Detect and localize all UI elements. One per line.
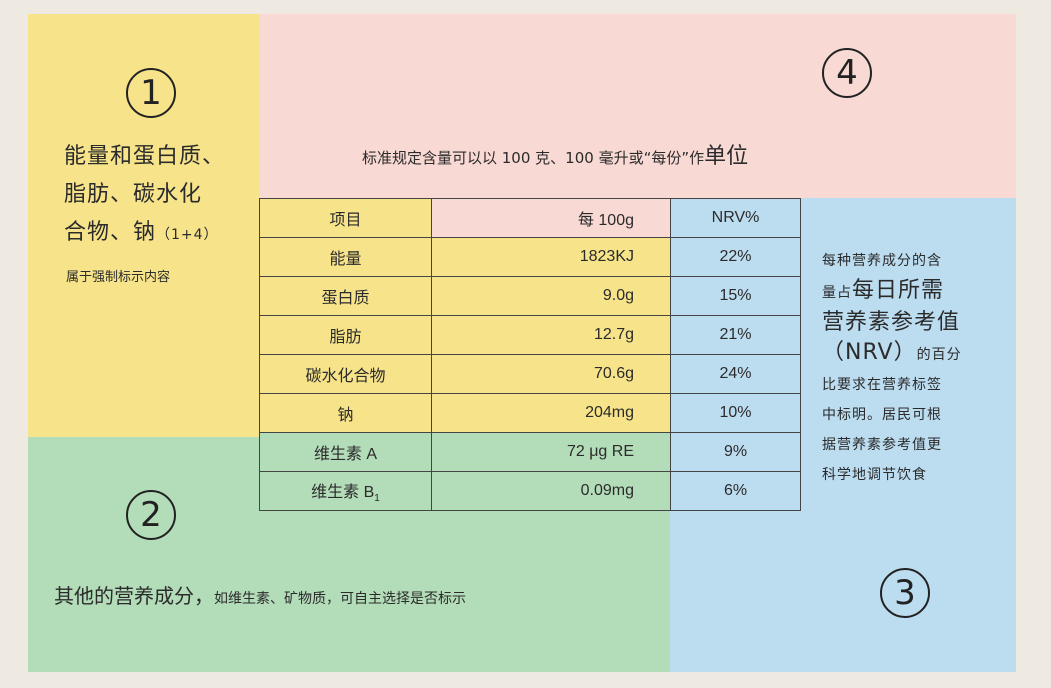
mandatory-line-3: 合物、钠（1+4）	[64, 214, 254, 254]
mandatory-note: 属于强制标示内容	[66, 270, 171, 285]
row-item: 维生素 A	[259, 432, 432, 472]
unit-text-big: 单位	[704, 144, 749, 169]
nrv-description: 每种营养成分的含 量占每日所需 营养素参考值 （NRV）的百分 比要求在营养标签…	[822, 246, 1002, 490]
row-nrv: 6%	[670, 471, 801, 511]
nrv-line-3: 营养素参考值	[822, 310, 961, 335]
optional-text-small: 如维生素、矿物质，可自主选择是否标示	[214, 591, 466, 607]
mandatory-line-3-small: （1+4）	[156, 227, 219, 243]
mandatory-description: 能量和蛋白质、 脂肪、碳水化 合物、钠（1+4）	[64, 138, 254, 254]
number-4-label: 4	[836, 53, 858, 93]
nrv-line-7: 据营养素参考值更	[822, 437, 942, 453]
nrv-line-8: 科学地调节饮食	[822, 467, 927, 483]
nrv-line-1: 每种营养成分的含	[822, 253, 942, 269]
row-amount: 9.0g	[431, 276, 671, 316]
number-3-label: 3	[894, 573, 916, 613]
row-amount: 204mg	[431, 393, 671, 433]
circled-number-4: 4	[822, 48, 872, 98]
nrv-line-2-small: 量占	[822, 285, 852, 301]
mandatory-line-1: 能量和蛋白质、	[64, 144, 226, 169]
table-row: 碳水化合物 70.6g 24%	[259, 354, 801, 394]
mandatory-line-3-main: 合物、钠	[64, 220, 157, 245]
nrv-line-6: 中标明。居民可根	[822, 407, 942, 423]
circled-number-2: 2	[126, 490, 176, 540]
row-item-label: 维生素 B	[311, 483, 375, 501]
nrv-line-4-big: （NRV）	[822, 340, 917, 365]
table-row: 脂肪 12.7g 21%	[259, 315, 801, 355]
nrv-line-4-small: 的百分	[916, 347, 962, 363]
row-nrv: 10%	[670, 393, 801, 433]
table-row: 钠 204mg 10%	[259, 393, 801, 433]
row-amount: 70.6g	[431, 354, 671, 394]
row-amount: 72 μg RE	[431, 432, 671, 472]
unit-text: 标准规定含量可以以 100 克、100 毫升或“每份”作	[362, 149, 705, 167]
row-item: 蛋白质	[259, 276, 432, 316]
row-item: 维生素 B1	[259, 471, 432, 511]
table-row: 蛋白质 9.0g 15%	[259, 276, 801, 316]
row-item: 碳水化合物	[259, 354, 432, 394]
row-amount: 0.09mg	[431, 471, 671, 511]
table-row: 维生素 A 72 μg RE 9%	[259, 432, 801, 472]
nrv-line-5: 比要求在营养标签	[822, 377, 942, 393]
header-per-100g: 每 100g	[431, 198, 671, 238]
row-item: 钠	[259, 393, 432, 433]
row-item: 能量	[259, 237, 432, 277]
row-nrv: 22%	[670, 237, 801, 277]
nrv-line-4: （NRV）的百分	[822, 338, 1002, 370]
region-unit	[260, 14, 1016, 198]
row-nrv: 21%	[670, 315, 801, 355]
circled-number-3: 3	[880, 568, 930, 618]
row-nrv: 9%	[670, 432, 801, 472]
row-item: 脂肪	[259, 315, 432, 355]
nutrition-table: 项目 每 100g NRV% 能量 1823KJ 22% 蛋白质 9.0g 15…	[259, 198, 801, 511]
number-2-label: 2	[140, 495, 162, 535]
table-row: 能量 1823KJ 22%	[259, 237, 801, 277]
table-row: 维生素 B1 0.09mg 6%	[259, 471, 801, 511]
header-item: 项目	[259, 198, 432, 238]
mandatory-line-2: 脂肪、碳水化	[64, 182, 203, 207]
optional-description: 其他的营养成分，如维生素、矿物质，可自主选择是否标示	[54, 580, 466, 609]
optional-text-big: 其他的营养成分，	[54, 584, 214, 608]
row-nrv: 15%	[670, 276, 801, 316]
row-nrv: 24%	[670, 354, 801, 394]
number-1-label: 1	[140, 73, 162, 113]
header-nrv: NRV%	[670, 198, 801, 238]
row-amount: 1823KJ	[431, 237, 671, 277]
table-header-row: 项目 每 100g NRV%	[259, 198, 801, 238]
nrv-line-2-big: 每日所需	[852, 278, 945, 303]
row-item-subscript: 1	[374, 493, 380, 505]
row-amount: 12.7g	[431, 315, 671, 355]
nrv-line-2: 量占每日所需	[822, 276, 1002, 308]
unit-description: 标准规定含量可以以 100 克、100 毫升或“每份”作单位	[362, 138, 748, 170]
circled-number-1: 1	[126, 68, 176, 118]
